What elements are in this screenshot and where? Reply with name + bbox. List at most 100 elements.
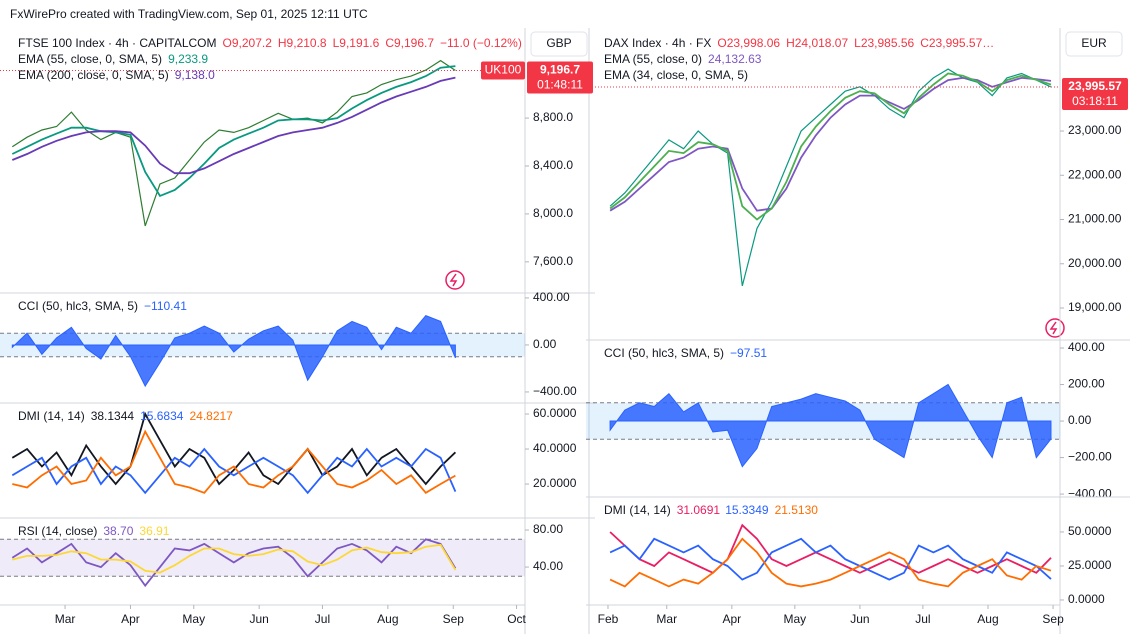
legend-title: DMI (14, 14) xyxy=(604,503,671,517)
currency: EUR xyxy=(1081,36,1107,50)
x-tick-label: Feb xyxy=(598,612,619,626)
series-value: 9,233.9 xyxy=(168,52,208,66)
x-tick-label: Apr xyxy=(121,612,140,626)
x-tick-label: Sep xyxy=(1042,612,1064,626)
y-tick-label: 19,000.00 xyxy=(1068,300,1122,314)
y-tick-label: 20.0000 xyxy=(533,476,577,490)
series-line xyxy=(609,76,1052,212)
series-value: 15.6834 xyxy=(140,409,184,423)
ohlc: H9,210.8 xyxy=(278,36,327,50)
y-tick-label: 40.0000 xyxy=(533,441,577,455)
ohlc: O9,207.2 xyxy=(223,36,273,50)
legend: RSI (14, close) 38.70 36.91 xyxy=(18,524,170,538)
pane-plot xyxy=(11,411,457,495)
y-tick-label: 60.0000 xyxy=(533,406,577,420)
legend: CCI (50, hlc3, SMA, 5) −97.51 xyxy=(604,346,767,360)
x-tick-label: Jul xyxy=(315,612,330,626)
series-name: EMA (200, close, 0, SMA, 5) xyxy=(18,68,169,82)
series-value: 38.1344 xyxy=(91,409,135,423)
x-tick-label: Jul xyxy=(915,612,930,626)
series-line xyxy=(12,429,456,494)
price-badge xyxy=(527,61,593,94)
legend-title: RSI (14, close) xyxy=(18,524,97,538)
pane-plot xyxy=(609,523,1052,588)
band-fill xyxy=(0,539,525,577)
legend-title: DMI (14, 14) xyxy=(18,409,85,423)
series-value: 24.8217 xyxy=(189,409,233,423)
ohlc: O23,998.06 xyxy=(717,36,780,50)
pane-plot xyxy=(0,538,525,588)
price-badge xyxy=(1062,77,1128,110)
cci-area xyxy=(609,383,1052,468)
y-tick-label: 25.0000 xyxy=(1068,558,1112,572)
legend: EMA (200, close, 0, SMA, 5) 9,138.0 xyxy=(18,68,215,82)
y-tick-label: 0.00 xyxy=(533,337,557,351)
y-tick-label: 0.00 xyxy=(1068,413,1092,427)
pane-plot xyxy=(609,68,1052,287)
legend-title: CCI (50, hlc3, SMA, 5) xyxy=(18,299,138,313)
change: −11.0 (−0.12%) xyxy=(440,36,522,50)
ohlc: C9,196.7 xyxy=(385,36,434,50)
legend: DMI (14, 14) 38.1344 15.6834 24.8217 xyxy=(18,409,233,423)
header: FxWirePro created with TradingView.com, … xyxy=(10,7,368,21)
series-name: EMA (55, close, 0, SMA, 5) xyxy=(18,52,162,66)
pane-plot xyxy=(586,383,1060,468)
legend-title: FTSE 100 Index · 4h · CAPITALCOM xyxy=(18,36,217,50)
y-tick-label: 20,000.00 xyxy=(1068,256,1122,270)
flash-icon xyxy=(445,270,465,290)
legend-title: DAX Index · 4h · FX xyxy=(604,36,711,50)
x-tick-label: Aug xyxy=(377,612,398,626)
pane-plot xyxy=(0,315,525,388)
x-tick-label: Aug xyxy=(977,612,998,626)
y-tick-label: −200.00 xyxy=(1068,450,1112,464)
cci-area xyxy=(11,315,456,388)
x-tick-label: Oct xyxy=(507,612,526,626)
series-line xyxy=(11,447,457,495)
symbol-badge-label: UK100 xyxy=(485,63,522,77)
legend: EMA (55, close, 0) 24,132.63 xyxy=(604,52,762,66)
series-value: 38.70 xyxy=(103,524,133,538)
series-value: −110.41 xyxy=(144,299,187,313)
y-tick-label: 22,000.00 xyxy=(1068,167,1122,181)
y-tick-label: 8,800.0 xyxy=(533,110,573,124)
legend: DMI (14, 14) 31.0691 15.3349 21.5130 xyxy=(604,503,818,517)
series-name: EMA (34, close, 0, SMA, 5) xyxy=(604,68,748,82)
y-tick-label: −400.00 xyxy=(533,384,577,398)
y-tick-label: 7,600.0 xyxy=(533,254,573,268)
x-tick-label: Mar xyxy=(656,612,677,626)
last-price-label: 9,196.7 xyxy=(540,63,580,77)
series-value: 15.3349 xyxy=(725,503,769,517)
series-line xyxy=(11,59,456,227)
series-value: 9,138.0 xyxy=(175,68,215,82)
series-line xyxy=(609,523,1052,574)
series-line xyxy=(609,537,1052,588)
series-value: 21.5130 xyxy=(775,503,819,517)
series-line xyxy=(609,72,1052,221)
legend-title: CCI (50, hlc3, SMA, 5) xyxy=(604,346,724,360)
series-line xyxy=(11,411,457,486)
series-value: 24,132.63 xyxy=(708,52,762,66)
y-tick-label: −400.00 xyxy=(1068,486,1112,500)
y-tick-label: 400.00 xyxy=(533,290,570,304)
ohlc: L23,985.56 xyxy=(854,36,914,50)
y-tick-label: 80.00 xyxy=(533,522,563,536)
series-line xyxy=(11,76,456,175)
flash-icon xyxy=(1045,318,1065,338)
x-tick-label: May xyxy=(182,612,205,626)
series-value: 31.0691 xyxy=(677,503,721,517)
legend: DAX Index · 4h · FX O23,998.06 H24,018.07 L… xyxy=(604,36,994,50)
countdown: 03:18:11 xyxy=(1072,94,1118,108)
series-line xyxy=(11,538,457,588)
y-tick-label: 21,000.00 xyxy=(1068,212,1122,226)
y-tick-label: 50.0000 xyxy=(1068,524,1112,538)
legend: EMA (55, close, 0, SMA, 5) 9,233.9 xyxy=(18,52,208,66)
series-value: −97.51 xyxy=(730,346,767,360)
x-tick-label: Sep xyxy=(443,612,465,626)
x-tick-label: Apr xyxy=(722,612,741,626)
series-line xyxy=(11,65,456,198)
ohlc: L9,191.6 xyxy=(333,36,380,50)
legend: CCI (50, hlc3, SMA, 5) −110.41 xyxy=(18,299,187,313)
symbol-badge xyxy=(481,61,525,80)
